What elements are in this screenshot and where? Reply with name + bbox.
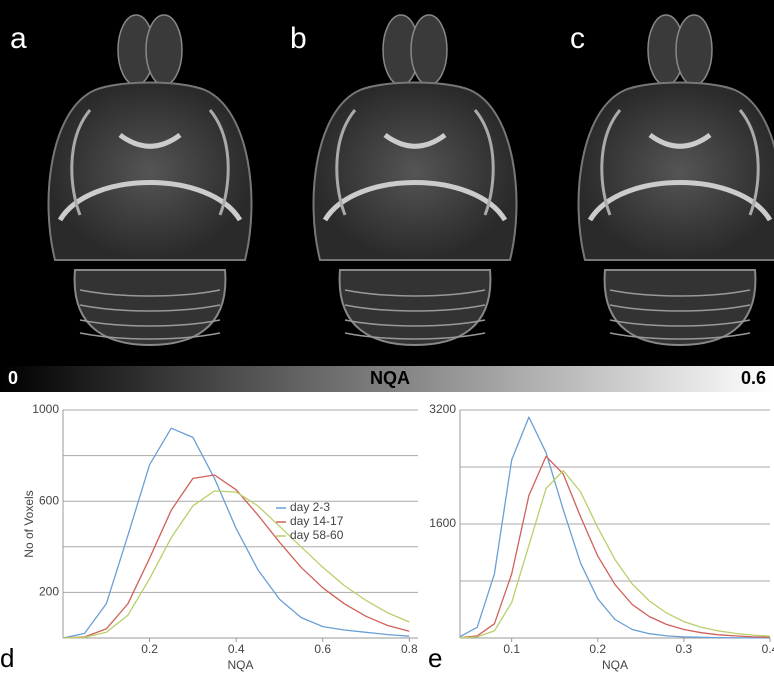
cerebellum-fold (79, 332, 221, 340)
y-tick-label: 200 (39, 585, 59, 599)
brain-cortex (47, 81, 253, 261)
brain-bulb (410, 14, 448, 86)
x-tick-label: 0.1 (503, 642, 520, 656)
cerebellum-fold (79, 304, 221, 312)
cerebellum-fold (79, 289, 221, 297)
fiber (335, 109, 495, 216)
panel-label: c (570, 22, 585, 55)
x-tick-label: 0.8 (401, 642, 418, 656)
brain-images (47, 14, 774, 347)
commissure (118, 132, 182, 149)
series-line (459, 455, 771, 639)
brain-cerebellum (603, 269, 757, 347)
x-tick-label: 0.4 (228, 642, 245, 656)
brain (47, 14, 253, 347)
fiber (70, 109, 230, 216)
series-line (62, 490, 410, 639)
x-tick-label: 0.2 (589, 642, 606, 656)
colorbar-title: NQA (370, 368, 410, 388)
brain-cortex (312, 81, 518, 261)
cerebellum-fold (609, 332, 751, 340)
colorbar (0, 366, 774, 392)
brain-cerebellum (338, 269, 492, 347)
commissure (648, 132, 712, 149)
cerebellum-fold (344, 332, 486, 340)
panel-label: d (0, 643, 14, 673)
y-tick-label: 1600 (429, 516, 456, 530)
fiber (600, 109, 760, 216)
x-axis-label: NQA (602, 658, 628, 672)
panel-label: a (10, 22, 27, 55)
cerebellum-fold (79, 319, 221, 327)
brain-cortex (577, 81, 774, 261)
brain-bulb (145, 14, 183, 86)
brain (577, 14, 774, 347)
x-tick-label: 0.3 (676, 642, 693, 656)
x-axis-label: NQA (227, 658, 253, 672)
cerebellum-fold (609, 319, 751, 327)
brain (312, 14, 518, 347)
colorbar-min: 0 (8, 368, 18, 388)
legend-label: day 2-3 (290, 500, 330, 514)
cerebellum-fold (609, 289, 751, 297)
legend-label: day 58-60 (290, 528, 344, 542)
cerebellum-fold (344, 289, 486, 297)
brain-bulb (675, 14, 713, 86)
brain-cerebellum (73, 269, 227, 347)
series-line (459, 416, 770, 639)
panel-label: e (428, 643, 442, 673)
series-line (62, 427, 410, 639)
panel-label: b (290, 22, 307, 55)
x-tick-label: 0.2 (141, 642, 158, 656)
colorbar-max: 0.6 (741, 368, 766, 388)
y-axis-label: No of Voxels (22, 490, 36, 557)
series-line (62, 474, 410, 639)
x-tick-label: 0.6 (314, 642, 331, 656)
commissure (383, 132, 447, 149)
y-tick-label: 600 (39, 493, 59, 507)
y-tick-label: 3200 (429, 402, 456, 416)
x-tick-label: 0.4 (762, 642, 774, 656)
series-line (459, 469, 771, 639)
y-tick-label: 1000 (32, 402, 59, 416)
legend-label: day 14-17 (290, 514, 344, 528)
cerebellum-fold (344, 304, 486, 312)
cerebellum-fold (344, 319, 486, 327)
cerebellum-fold (609, 304, 751, 312)
